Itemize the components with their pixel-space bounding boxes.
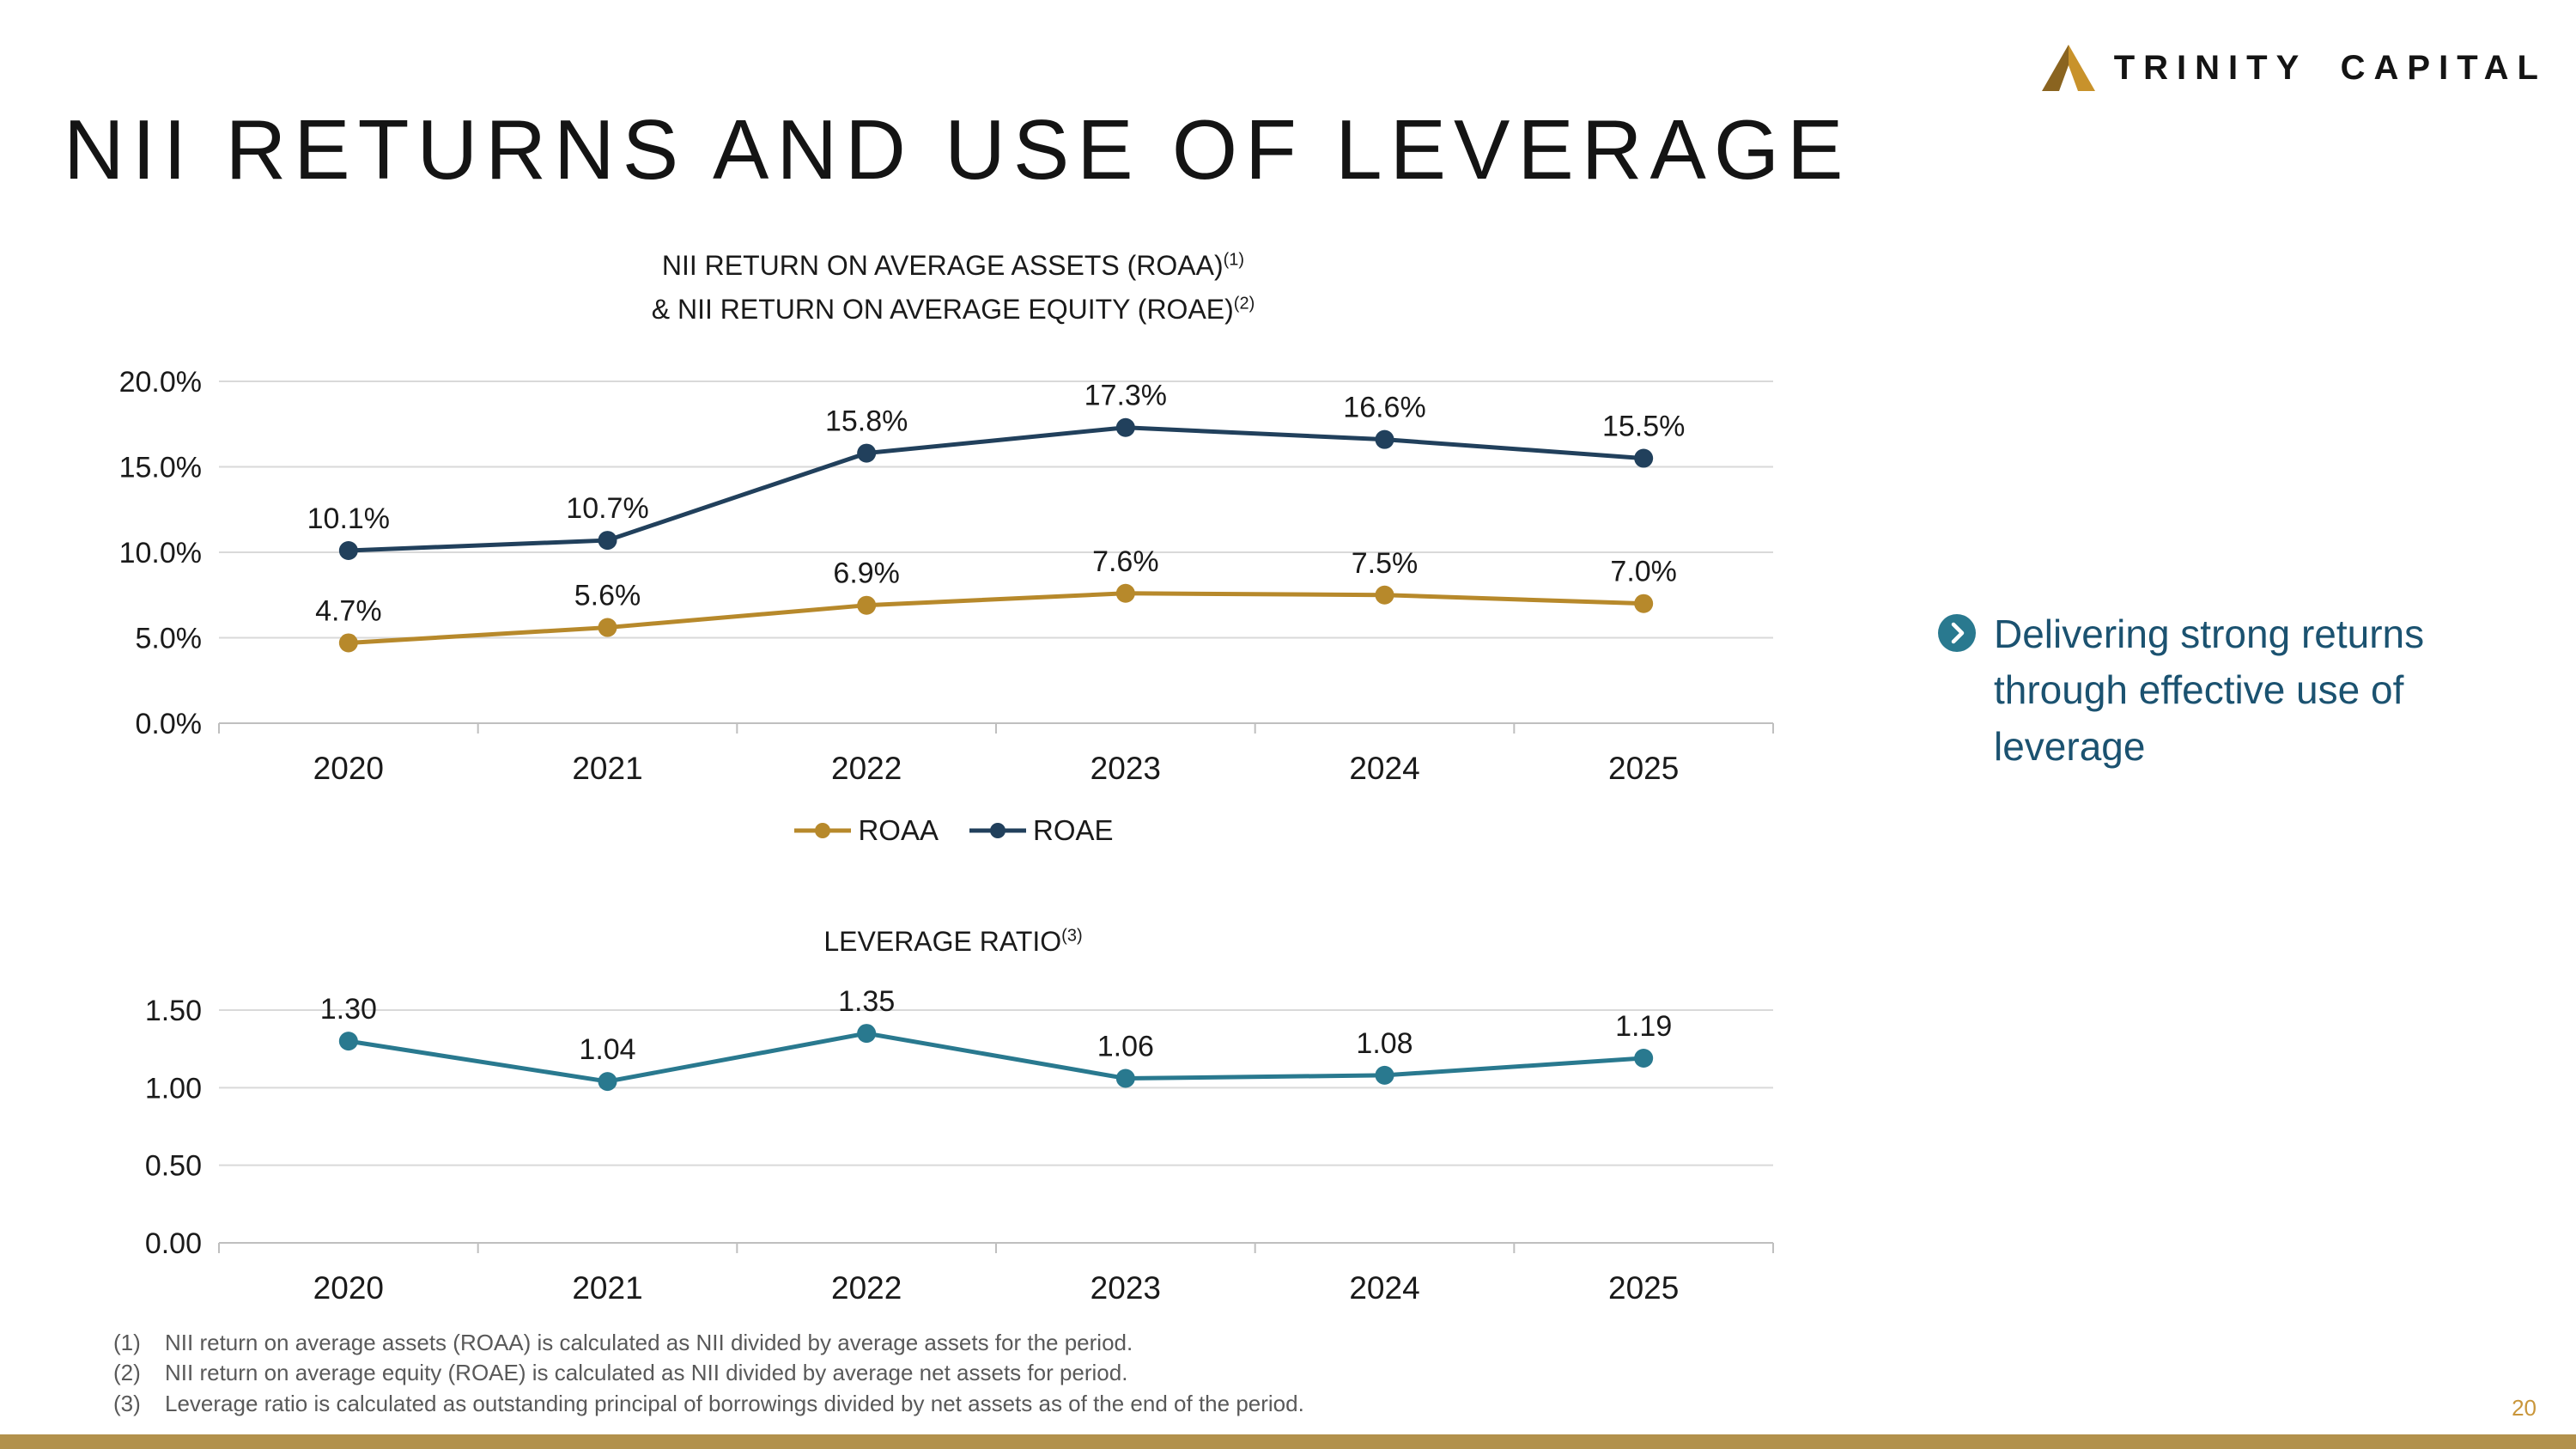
svg-text:15.0%: 15.0% <box>119 452 202 484</box>
svg-text:2022: 2022 <box>831 751 902 786</box>
svg-text:16.6%: 16.6% <box>1343 392 1425 424</box>
page-number: 20 <box>2512 1395 2537 1421</box>
footnote-number: (2) <box>113 1360 141 1386</box>
svg-text:1.30: 1.30 <box>320 993 377 1026</box>
svg-text:20.0%: 20.0% <box>119 366 202 399</box>
footer-bar <box>0 1434 2576 1449</box>
leverage-ratio-line-chart: 0.00 0.50 1.00 1.50 2020 2021 2022 2023 2024 2025… <box>145 985 1774 1306</box>
svg-text:1.08: 1.08 <box>1356 1027 1413 1060</box>
legend-label-roaa: ROAA <box>858 814 939 846</box>
legend-label-roae: ROAE <box>1033 814 1114 846</box>
svg-text:2023: 2023 <box>1091 751 1161 786</box>
svg-text:10.1%: 10.1% <box>307 502 390 535</box>
svg-text:5.0%: 5.0% <box>136 623 203 655</box>
svg-text:7.6%: 7.6% <box>1092 545 1159 578</box>
svg-text:15.5%: 15.5% <box>1602 411 1685 443</box>
roaa-legend-marker-icon <box>794 823 852 838</box>
svg-text:2020: 2020 <box>313 751 384 786</box>
svg-text:5.6%: 5.6% <box>574 580 641 612</box>
svg-text:7.5%: 7.5% <box>1352 547 1419 580</box>
svg-text:0.00: 0.00 <box>145 1227 202 1260</box>
footnote-ref-1: (1) <box>1223 250 1245 270</box>
roae-legend-marker-icon <box>969 823 1026 838</box>
roaa-roae-line-chart: 0.0% 5.0% 10.0% 15.0% 20.0% 2020 2021 2022 2023 2… <box>119 366 1774 786</box>
trinity-logo-icon <box>2041 45 2095 91</box>
footnote-3: (3) Leverage ratio is calculated as outs… <box>113 1389 1304 1419</box>
chart-title-line-2: & NII RETURN ON AVERAGE EQUITY (ROAE)(2) <box>651 293 1255 325</box>
svg-text:7.0%: 7.0% <box>1610 556 1677 588</box>
svg-text:2024: 2024 <box>1349 1270 1419 1306</box>
roaa-roae-chart-title: NII RETURN ON AVERAGE ASSETS (ROAA)(1) &… <box>112 244 1795 331</box>
svg-text:1.50: 1.50 <box>145 995 202 1027</box>
svg-text:10.0%: 10.0% <box>119 537 202 569</box>
leverage-ratio-chart-title: LEVERAGE RATIO(3) <box>823 926 1083 957</box>
footnote-number: (1) <box>113 1330 141 1355</box>
svg-text:17.3%: 17.3% <box>1084 380 1167 412</box>
footnote-text: NII return on average equity (ROAE) is c… <box>165 1360 1128 1386</box>
footnote-text: NII return on average assets (ROAA) is c… <box>165 1330 1133 1355</box>
chart-title-line-1: NII RETURN ON AVERAGE ASSETS (ROAA)(1) <box>661 250 1245 281</box>
footnote-ref-3: (3) <box>1061 926 1083 946</box>
svg-text:0.0%: 0.0% <box>136 708 203 740</box>
svg-text:2021: 2021 <box>572 751 642 786</box>
chart-legend: ROAA ROAE <box>112 814 1795 847</box>
svg-text:2025: 2025 <box>1608 751 1679 786</box>
svg-text:2021: 2021 <box>572 1270 642 1306</box>
footnote-number: (3) <box>113 1390 141 1416</box>
svg-text:10.7%: 10.7% <box>566 492 648 525</box>
legend-item-roae: ROAE <box>968 814 1114 847</box>
svg-text:1.06: 1.06 <box>1097 1030 1154 1062</box>
trinity-capital-logo: TRINITY CAPITAL <box>2041 45 2547 91</box>
brand-name: TRINITY CAPITAL <box>2113 48 2547 87</box>
svg-text:1.35: 1.35 <box>838 985 895 1018</box>
svg-text:2025: 2025 <box>1608 1270 1679 1306</box>
svg-text:2023: 2023 <box>1091 1270 1161 1306</box>
footnote-ref-2: (2) <box>1233 293 1255 313</box>
svg-text:1.19: 1.19 <box>1615 1010 1672 1043</box>
chevron-right-icon <box>1938 614 1976 652</box>
callout-text: Delivering strong returns through effect… <box>1994 612 2425 769</box>
footnotes: (1) NII return on average assets (ROAA) … <box>113 1328 1304 1419</box>
footnote-2: (2) NII return on average equity (ROAE) … <box>113 1358 1304 1388</box>
footnote-1: (1) NII return on average assets (ROAA) … <box>113 1328 1304 1358</box>
page-title: NII RETURNS AND USE OF LEVERAGE <box>64 102 1851 197</box>
svg-text:2022: 2022 <box>831 1270 902 1306</box>
svg-text:4.7%: 4.7% <box>315 594 382 627</box>
svg-text:1.04: 1.04 <box>579 1033 635 1066</box>
svg-text:2024: 2024 <box>1349 751 1419 786</box>
svg-text:2020: 2020 <box>313 1270 384 1306</box>
callout: Delivering strong returns through effect… <box>1937 606 2538 775</box>
footnote-text: Leverage ratio is calculated as outstand… <box>165 1390 1304 1416</box>
svg-text:0.50: 0.50 <box>145 1150 202 1183</box>
svg-text:1.00: 1.00 <box>145 1072 202 1105</box>
svg-text:15.8%: 15.8% <box>825 405 908 438</box>
legend-item-roaa: ROAA <box>793 814 939 847</box>
svg-text:6.9%: 6.9% <box>833 557 900 590</box>
